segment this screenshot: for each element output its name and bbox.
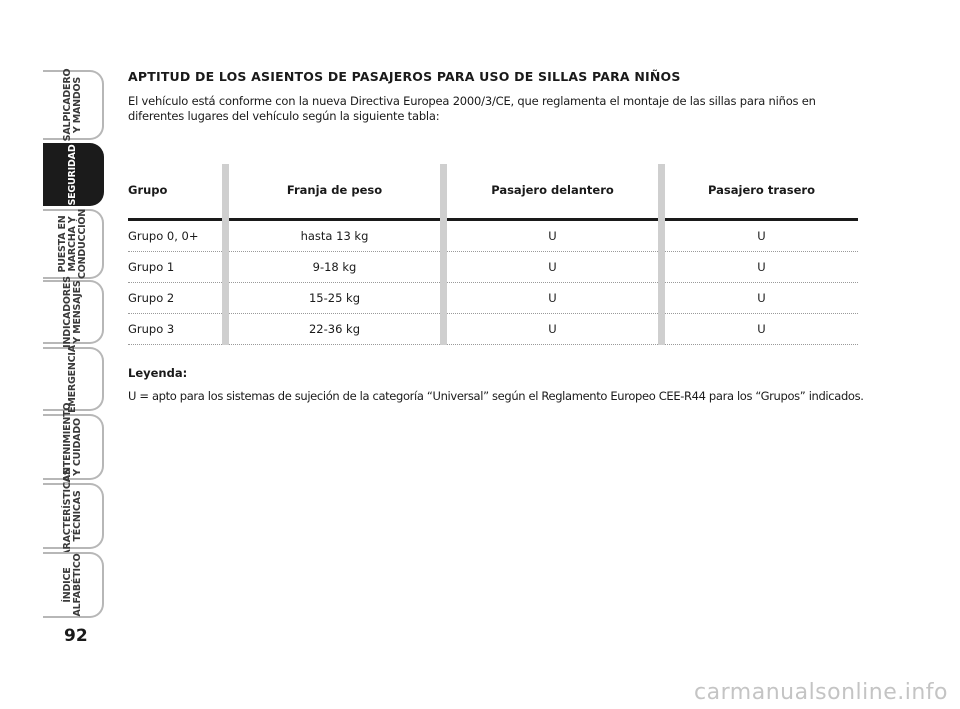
legend-title: Leyenda: [128,366,188,380]
chapter-tabs: SALPICADERO Y MANDOS SEGURIDAD PUESTA EN… [0,0,110,709]
cell-delantero: U [440,282,662,314]
tab-caracteristicas[interactable]: CARACTERÍSTICAS TÉCNICAS [43,469,104,563]
intro-paragraph: El vehículo está conforme con la nueva D… [128,94,816,123]
cell-trasero: U [658,282,858,314]
cell-delantero: U [440,313,662,345]
header-grupo: Grupo [128,164,226,221]
table-row: Grupo 0, 0+ hasta 13 kg U U [128,219,858,252]
cell-grupo: Grupo 0, 0+ [128,219,226,252]
tab-label: SEGURIDAD [66,143,78,206]
table-row: Grupo 2 15-25 kg U U [128,282,858,314]
section-title: APTITUD DE LOS ASIENTOS DE PASAJEROS PAR… [128,69,681,84]
tab-salpicadero[interactable]: SALPICADERO Y MANDOS [43,68,104,142]
tab-indice[interactable]: ÍNDICE ALFABÉTICO [43,552,104,618]
table-row: Grupo 3 22-36 kg U U [128,313,858,345]
cell-grupo: Grupo 1 [128,251,226,283]
header-franja-peso: Franja de peso [222,164,444,221]
cell-delantero: U [440,219,662,252]
watermark: carmanualsonline.info [694,680,948,705]
cell-trasero: U [658,219,858,252]
cell-grupo: Grupo 3 [128,313,226,345]
tab-label: SALPICADERO Y MANDOS [61,68,83,142]
tab-label: INDICADORES Y MENSAJES [61,276,83,348]
tab-seguridad[interactable]: SEGURIDAD [43,143,104,206]
tab-label: CARACTERÍSTICAS TÉCNICAS [61,468,83,564]
tab-label: ÍNDICE ALFABÉTICO [61,553,83,617]
cell-peso: 9-18 kg [222,251,444,283]
tab-mantenimiento[interactable]: MANTENIMIENTO Y CUIDADO [43,403,104,491]
child-seat-table: Grupo Franja de peso Pasajero delantero … [128,164,858,345]
table-header-row: Grupo Franja de peso Pasajero delantero … [128,164,858,221]
cell-trasero: U [658,251,858,283]
cell-trasero: U [658,313,858,345]
tab-indicadores[interactable]: INDICADORES Y MENSAJES [43,276,104,348]
cell-peso: 22-36 kg [222,313,444,345]
tab-puesta-en-marcha[interactable]: PUESTA EN MARCHA Y CONDUCCIÓN [43,209,104,279]
cell-grupo: Grupo 2 [128,282,226,314]
legend-text: U = apto para los sistemas de sujeción d… [128,389,864,403]
tab-label: PUESTA EN MARCHA Y CONDUCCIÓN [56,208,88,280]
tab-emergencia[interactable]: EMERGENCIA [43,345,104,413]
header-pasajero-delantero: Pasajero delantero [440,164,662,221]
page-number: 92 [64,626,88,646]
cell-delantero: U [440,251,662,283]
cell-peso: hasta 13 kg [222,219,444,252]
table-row: Grupo 1 9-18 kg U U [128,251,858,283]
cell-peso: 15-25 kg [222,282,444,314]
header-pasajero-trasero: Pasajero trasero [658,164,858,221]
